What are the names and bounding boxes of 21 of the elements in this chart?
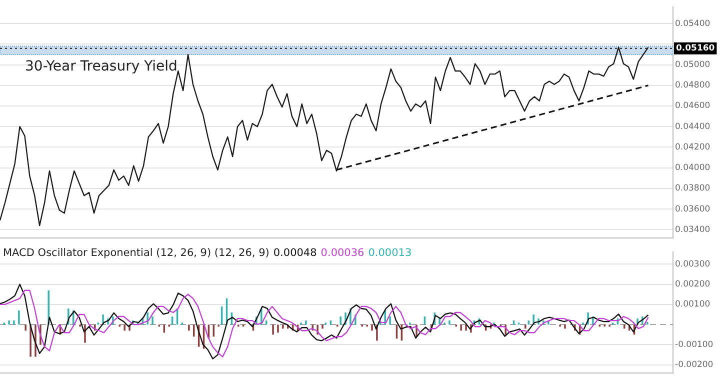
ref-line-label: 0.05160: [676, 44, 715, 54]
y-tick-label: 0.04200: [675, 142, 710, 152]
y-tick-label: 0.03400: [675, 224, 710, 235]
y-tick-label: 0.00100: [675, 300, 710, 310]
y-tick-label: 0.05000: [675, 60, 710, 70]
y-tick-label: 0.00200: [675, 280, 710, 290]
chart-title: MACD Oscillator Exponential (12, 26, 9) (12, 26, 9): [3, 247, 270, 259]
y-tick-label: 0.03600: [675, 204, 710, 214]
y-tick-label: -0.00200: [675, 360, 714, 370]
text: 0.00036: [320, 247, 364, 259]
y-tick-label: 0.04000: [675, 163, 710, 174]
y-tick-label: -0.00100: [675, 340, 714, 350]
y-tick-label: 0.04400: [675, 122, 710, 132]
text: 0.00013: [368, 247, 412, 259]
annotation: 30-Year Treasury Yield: [25, 58, 178, 75]
y-tick-label: 0.00300: [675, 259, 710, 270]
y-tick-label: 0.04800: [675, 80, 710, 91]
y-tick-label: 0.03800: [675, 184, 710, 194]
text: 0.00048: [273, 247, 317, 259]
y-tick-label: 0.04600: [675, 101, 710, 112]
y-tick-label: 0.05400: [675, 18, 710, 29]
